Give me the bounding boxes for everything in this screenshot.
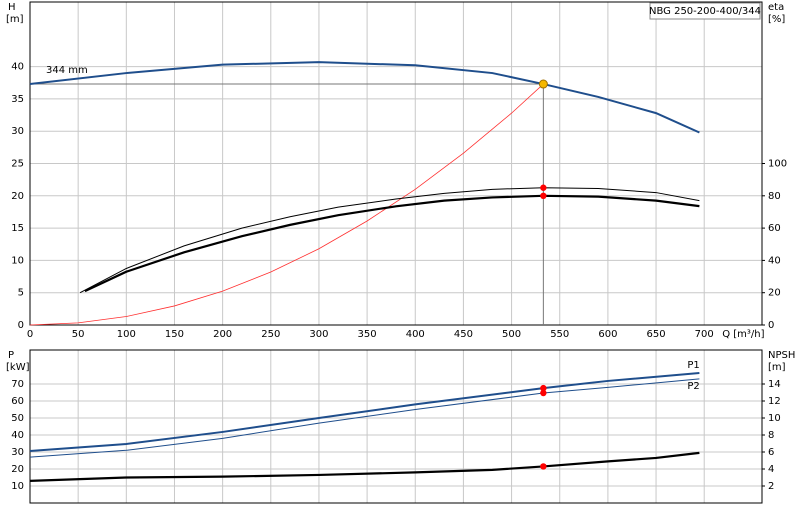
y2-axis-unit: [m] bbox=[768, 362, 786, 373]
x-tick-label: 200 bbox=[213, 329, 232, 340]
x-tick-label: 450 bbox=[454, 329, 473, 340]
y2-axis-unit: [%] bbox=[768, 14, 785, 25]
x-tick-label: 50 bbox=[72, 329, 85, 340]
point-marker bbox=[540, 463, 547, 470]
point-marker bbox=[540, 192, 547, 199]
y2-tick-label: 20 bbox=[768, 288, 781, 299]
x-tick-label: 0 bbox=[27, 329, 33, 340]
y-tick-label: 30 bbox=[11, 126, 24, 137]
x-tick-label: 700 bbox=[695, 329, 714, 340]
y-tick-label: 50 bbox=[11, 413, 24, 424]
y-tick-label: 0 bbox=[18, 320, 24, 331]
y2-tick-label: 12 bbox=[768, 396, 781, 407]
plot-frame bbox=[29, 1, 763, 326]
y-tick-label: 30 bbox=[11, 447, 24, 458]
curve bbox=[29, 378, 700, 458]
x-axis-label: Q [m³/h] bbox=[722, 329, 764, 340]
x-tick-label: 400 bbox=[406, 329, 425, 340]
point-marker bbox=[540, 184, 547, 191]
y-tick-label: 70 bbox=[11, 379, 24, 390]
y-tick-label: 15 bbox=[11, 223, 24, 234]
y2-tick-label: 4 bbox=[768, 464, 774, 475]
y2-tick-label: 2 bbox=[768, 481, 774, 492]
x-tick-label: 150 bbox=[165, 329, 184, 340]
curve-annotation: 344 mm bbox=[46, 65, 88, 76]
y2-tick-label: 10 bbox=[768, 413, 781, 424]
curve bbox=[29, 371, 700, 452]
curve bbox=[79, 187, 700, 294]
y-tick-label: 10 bbox=[11, 255, 24, 266]
x-tick-label: 350 bbox=[358, 329, 377, 340]
curve bbox=[29, 61, 700, 134]
x-tick-label: 500 bbox=[502, 329, 521, 340]
x-tick-label: 550 bbox=[550, 329, 569, 340]
operating-point bbox=[538, 79, 548, 89]
chart-title: NBG 250-200-400/344 bbox=[649, 6, 761, 17]
x-tick-label: 650 bbox=[647, 329, 666, 340]
y2-tick-label: 40 bbox=[768, 255, 781, 266]
y2-axis-label: NPSH bbox=[768, 350, 795, 361]
y2-tick-label: 80 bbox=[768, 191, 781, 202]
y-tick-label: 20 bbox=[11, 464, 24, 475]
y2-axis-label: eta bbox=[768, 2, 784, 13]
y2-tick-label: 8 bbox=[768, 430, 774, 441]
x-tick-label: 300 bbox=[309, 329, 328, 340]
point-marker bbox=[540, 384, 547, 392]
y-axis-label: H bbox=[8, 2, 16, 13]
y-tick-label: 35 bbox=[11, 94, 24, 105]
y-tick-label: 60 bbox=[11, 396, 24, 407]
series-label: P1 bbox=[687, 360, 699, 371]
curve bbox=[84, 194, 700, 293]
y-tick-label: 10 bbox=[11, 481, 24, 492]
y-tick-label: 40 bbox=[11, 430, 24, 441]
plot-frame bbox=[29, 349, 763, 504]
x-tick-label: 100 bbox=[117, 329, 136, 340]
y-tick-label: 5 bbox=[18, 288, 24, 299]
y2-tick-label: 0 bbox=[768, 320, 774, 331]
curve bbox=[29, 83, 544, 326]
plot-area bbox=[30, 350, 762, 503]
y-axis-unit: [m] bbox=[6, 14, 24, 25]
series-label: P2 bbox=[687, 381, 699, 392]
y-tick-label: 40 bbox=[11, 62, 24, 73]
y-axis-label: P bbox=[8, 350, 14, 361]
point-marker bbox=[540, 389, 547, 397]
y2-tick-label: 100 bbox=[768, 159, 787, 170]
y2-tick-label: 6 bbox=[768, 447, 774, 458]
y2-tick-label: 14 bbox=[768, 379, 781, 390]
x-tick-label: 600 bbox=[598, 329, 617, 340]
y-tick-label: 25 bbox=[11, 159, 24, 170]
curve bbox=[29, 451, 700, 482]
title-box bbox=[649, 2, 761, 20]
x-tick-label: 250 bbox=[261, 329, 280, 340]
y-tick-label: 20 bbox=[11, 191, 24, 202]
y2-tick-label: 60 bbox=[768, 223, 781, 234]
y-axis-unit: [kW] bbox=[6, 362, 30, 373]
